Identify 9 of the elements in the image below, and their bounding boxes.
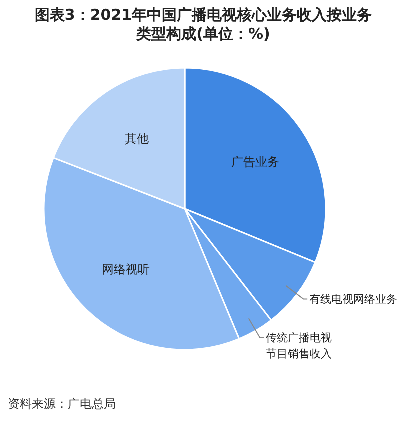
- chart-title: 图表3：2021年中国广播电视核心业务收入按业务类型构成(单位：%): [34, 6, 374, 44]
- slice-label: 传统广播电视节目销售收入: [266, 332, 332, 361]
- slice-label: 网络视听: [102, 262, 150, 277]
- slice-label: 有线电视网络业务: [310, 293, 398, 306]
- pie-slice: [184, 67, 327, 264]
- slice-label: 广告业务: [231, 154, 280, 169]
- pie-slice: [52, 67, 186, 210]
- text: 资料来源：广电总局: [8, 396, 116, 413]
- slice-label: 其他: [125, 132, 150, 146]
